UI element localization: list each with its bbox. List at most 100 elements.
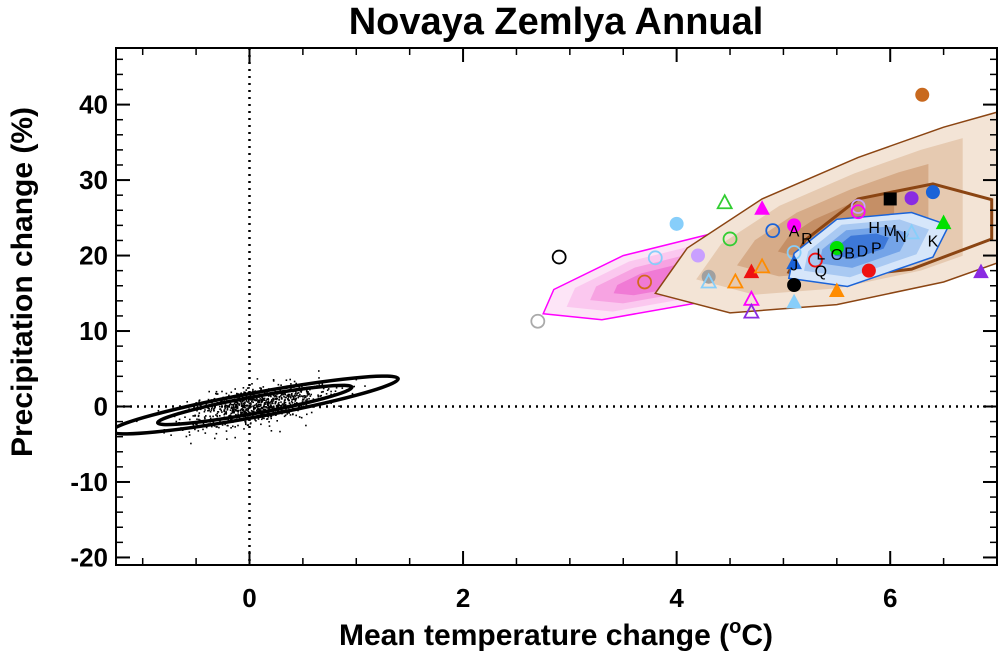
noise-point — [189, 418, 191, 421]
y-tick-label: 0 — [94, 392, 108, 422]
noise-point — [236, 405, 239, 407]
noise-point — [225, 412, 227, 414]
noise-point — [262, 386, 265, 388]
noise-point — [289, 378, 291, 381]
noise-point — [202, 428, 204, 431]
noise-point — [268, 402, 270, 405]
noise-point — [241, 396, 244, 398]
noise-point — [270, 417, 272, 420]
noise-point — [285, 396, 287, 399]
noise-point — [279, 430, 281, 433]
noise-point — [275, 414, 277, 416]
noise-point — [203, 416, 206, 418]
noise-point — [272, 405, 275, 407]
noise-point — [258, 405, 261, 408]
noise-point — [261, 401, 264, 403]
noise-point — [310, 393, 312, 396]
noise-point — [198, 399, 201, 401]
noise-point — [267, 397, 269, 400]
noise-point — [327, 388, 330, 390]
noise-point — [256, 409, 258, 412]
noise-point — [196, 409, 198, 412]
y-axis-label: Precipitation change (%) — [6, 107, 39, 457]
noise-point — [268, 402, 270, 404]
noise-point — [330, 390, 332, 393]
noise-point — [223, 413, 225, 416]
noise-point — [269, 394, 272, 397]
noise-point — [278, 401, 280, 404]
noise-point — [224, 412, 226, 415]
model-point-21 — [787, 277, 802, 292]
noise-point — [237, 411, 239, 413]
noise-point — [261, 406, 264, 409]
model-point-35 — [973, 263, 989, 279]
noise-point — [211, 406, 214, 408]
noise-point — [235, 409, 238, 411]
model-letter-n: N — [895, 229, 907, 246]
noise-point — [248, 387, 250, 389]
noise-point — [280, 384, 282, 386]
noise-point — [270, 395, 272, 398]
chart-title: Novaya Zemlya Annual — [349, 1, 764, 43]
noise-point — [259, 398, 261, 400]
x-axis: 0 2 4 6 — [141, 48, 998, 613]
noise-point — [264, 392, 266, 394]
noise-point — [198, 418, 200, 421]
noise-point — [237, 409, 240, 412]
noise-point — [234, 388, 236, 390]
noise-point — [282, 404, 285, 406]
model-point-2 — [551, 249, 567, 265]
noise-point — [188, 434, 191, 436]
noise-point — [232, 405, 235, 408]
x-tick-label: 2 — [456, 583, 470, 613]
noise-point — [306, 398, 308, 400]
noise-point — [301, 400, 304, 402]
noise-point — [263, 399, 266, 401]
noise-point — [178, 418, 181, 421]
noise-point — [321, 383, 324, 385]
noise-point — [244, 416, 247, 418]
noise-point — [302, 395, 304, 398]
noise-point — [241, 400, 244, 402]
noise-point — [234, 401, 237, 404]
x-tick-label: 4 — [669, 583, 684, 613]
noise-point — [318, 370, 320, 372]
noise-point — [274, 402, 277, 404]
noise-point — [335, 387, 338, 389]
model-point-6 — [690, 248, 705, 263]
noise-point — [233, 411, 235, 414]
noise-point — [247, 410, 249, 413]
noise-point — [254, 419, 256, 421]
model-letter-l: L — [816, 246, 825, 263]
noise-point — [250, 402, 252, 404]
noise-point — [192, 415, 194, 417]
noise-point — [281, 403, 284, 405]
noise-point — [253, 408, 255, 410]
noise-point — [276, 397, 278, 400]
noise-point — [275, 401, 277, 403]
noise-point — [294, 402, 296, 405]
noise-point — [246, 409, 248, 411]
noise-point — [225, 410, 227, 413]
noise-point — [256, 408, 259, 410]
ensemble-distributions — [542, 111, 997, 321]
model-point-10 — [722, 231, 738, 247]
noise-point — [229, 403, 232, 405]
noise-point — [240, 401, 242, 403]
noise-point — [240, 405, 243, 407]
noise-point — [252, 388, 254, 391]
noise-point — [265, 401, 267, 404]
noise-point — [236, 402, 239, 404]
noise-point — [325, 393, 328, 395]
model-point-17 — [765, 223, 781, 239]
noise-point — [270, 430, 273, 432]
noise-point — [241, 411, 243, 414]
noise-point — [215, 432, 218, 435]
noise-point — [248, 402, 251, 405]
noise-point — [244, 406, 246, 409]
noise-point — [278, 404, 280, 406]
noise-point — [277, 410, 280, 412]
noise-point — [197, 430, 200, 432]
noise-point — [260, 403, 262, 406]
noise-point — [257, 403, 260, 406]
